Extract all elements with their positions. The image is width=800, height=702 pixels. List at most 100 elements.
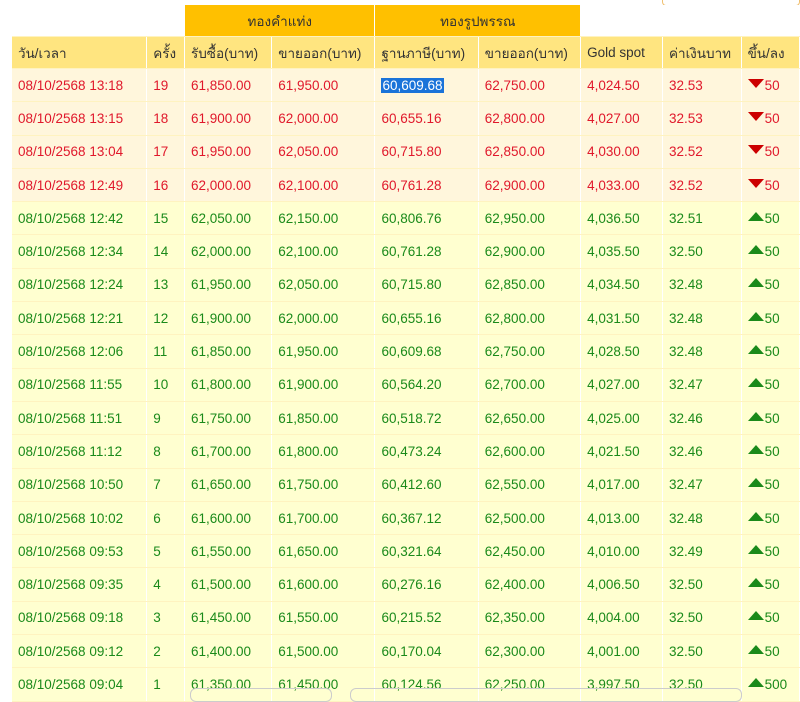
bar-sell-value: 62,050.00 (278, 277, 339, 293)
table-row: 08/10/2568 11:12 8 61,700.00 61,800.00 60,47… (12, 434, 800, 469)
cell-gold-spot: 4,025.00 (580, 401, 663, 436)
cell-thb-rate: 32.53 (662, 101, 742, 136)
gold-spot-value: 4,004.00 (587, 610, 640, 626)
change-value: 50 (764, 477, 780, 493)
cell-change: 50 (741, 634, 800, 669)
gold-spot-value: 4,027.00 (587, 377, 640, 393)
cell-datetime: 08/10/2568 09:12 (12, 634, 148, 669)
cell-thb-rate: 32.46 (662, 401, 742, 436)
cell-bar-sell: 62,150.00 (271, 201, 376, 236)
cell-datetime: 08/10/2568 13:04 (12, 135, 148, 169)
cell-bar-sell: 61,650.00 (271, 534, 376, 569)
cell-gold-spot: 4,021.50 (580, 434, 663, 469)
cell-ornament-sell: 62,600.00 (478, 434, 582, 469)
cell-ornament-tax-base: 60,609.68 (374, 68, 479, 103)
bar-sell-value: 61,500.00 (278, 643, 339, 659)
arrow-up-icon (747, 278, 764, 288)
bar-buy-value: 62,000.00 (190, 177, 252, 193)
datetime-value: 08/10/2568 11:12 (18, 443, 123, 459)
change-value: 50 (764, 610, 780, 626)
change-value: 50 (764, 410, 780, 426)
datetime-value: 08/10/2568 12:24 (18, 277, 124, 293)
bar-sell-value: 61,950.00 (278, 77, 339, 93)
cell-round: 15 (146, 201, 185, 236)
round-value: 19 (153, 77, 169, 93)
bar-sell-value: 61,900.00 (278, 377, 339, 393)
cell-bar-buy: 61,400.00 (184, 634, 273, 669)
cell-thb-rate: 32.52 (662, 135, 742, 169)
cell-datetime: 08/10/2568 11:55 (12, 368, 148, 402)
cell-ornament-sell: 62,550.00 (478, 468, 582, 502)
ornament-sell-value: 62,750.00 (484, 344, 545, 360)
cell-thb-rate: 32.50 (662, 634, 742, 669)
bar-sell-value: 61,700.00 (278, 510, 339, 526)
cell-ornament-sell: 62,350.00 (478, 601, 582, 636)
ornament-tax-base-value: 60,412.60 (381, 477, 442, 493)
gold-spot-value: 4,033.00 (587, 177, 640, 193)
cell-thb-rate: 32.49 (662, 534, 742, 569)
cell-ornament-tax-base: 60,321.64 (374, 534, 479, 569)
cell-bar-buy: 62,000.00 (184, 234, 273, 269)
ornament-sell-value: 62,900.00 (484, 244, 545, 260)
round-value: 17 (153, 144, 169, 160)
header-round: ครั้ง (146, 36, 185, 69)
cell-gold-spot: 4,027.00 (580, 101, 663, 136)
bar-buy-value: 61,600.00 (190, 510, 252, 526)
cell-gold-spot: 4,031.50 (580, 301, 663, 336)
cell-datetime: 08/10/2568 09:04 (12, 667, 148, 702)
gold-price-table: ทองคำแท่ง ทองรูปพรรณ วัน/เวลา ครั้ง รับซ… (12, 5, 800, 702)
gold-spot-value: 4,030.00 (587, 144, 640, 160)
pagination-controls[interactable] (190, 688, 750, 702)
arrow-up-icon (747, 444, 764, 454)
cell-change: 50 (741, 601, 800, 636)
gold-spot-value: 4,001.00 (587, 643, 640, 659)
round-value: 10 (153, 377, 169, 393)
cell-gold-spot: 4,010.00 (580, 534, 663, 569)
cell-bar-buy: 61,650.00 (184, 468, 273, 502)
cell-gold-spot: 4,027.00 (580, 368, 663, 402)
arrow-up-icon (747, 245, 764, 255)
cell-gold-spot: 4,001.00 (580, 634, 663, 669)
table-row: 08/10/2568 13:15 18 61,900.00 62,000.00 60,6… (12, 101, 800, 136)
cell-thb-rate: 32.50 (662, 601, 742, 636)
ornament-tax-base-value: 60,761.28 (381, 244, 442, 260)
ornament-tax-base-value: 60,609.68 (381, 344, 442, 360)
round-value: 14 (153, 244, 169, 260)
bar-buy-value: 61,950.00 (190, 144, 252, 160)
cell-bar-buy: 61,900.00 (184, 301, 273, 336)
cell-thb-rate: 32.53 (662, 68, 742, 103)
cell-ornament-tax-base: 60,367.12 (374, 501, 479, 536)
ornament-tax-base-value: 60,609.68 (381, 77, 444, 93)
ornament-sell-value: 62,600.00 (484, 443, 545, 459)
cell-ornament-tax-base: 60,655.16 (374, 301, 479, 336)
table-row: 08/10/2568 12:21 12 61,900.00 62,000.00 60,6… (12, 301, 800, 336)
bar-sell-value: 61,550.00 (278, 610, 339, 626)
cell-change: 50 (741, 135, 800, 169)
change-value: 50 (764, 510, 780, 526)
cell-ornament-sell: 62,750.00 (478, 334, 582, 369)
cell-change: 50 (741, 101, 800, 136)
bar-sell-value: 62,150.00 (278, 210, 339, 226)
datetime-value: 08/10/2568 12:21 (18, 310, 124, 326)
bar-buy-value: 61,550.00 (190, 543, 252, 559)
arrow-up-icon (747, 345, 764, 355)
cell-ornament-sell: 62,500.00 (478, 501, 582, 536)
cell-ornament-tax-base: 60,715.80 (374, 268, 479, 303)
cell-ornament-sell: 62,700.00 (478, 368, 582, 402)
ornament-tax-base-value: 60,761.28 (381, 177, 442, 193)
cell-change: 50 (741, 168, 800, 203)
table-row: 08/10/2568 12:49 16 62,000.00 62,100.00 60,7… (12, 168, 800, 203)
cell-bar-buy: 61,850.00 (184, 68, 273, 103)
cell-gold-spot: 4,033.00 (580, 168, 663, 203)
change-value: 50 (764, 177, 780, 193)
cell-ornament-sell: 62,450.00 (478, 534, 582, 569)
gold-spot-value: 4,017.00 (587, 477, 640, 493)
ornament-tax-base-value: 60,715.80 (381, 277, 442, 293)
ornament-sell-value: 62,900.00 (484, 177, 545, 193)
cell-round: 2 (146, 634, 185, 669)
bar-sell-value: 61,950.00 (278, 344, 339, 360)
header-bar-buy: รับซื้อ(บาท) (184, 36, 273, 69)
arrow-down-icon (747, 178, 764, 188)
group-gold-ornament: ทองรูปพรรณ (374, 5, 582, 37)
cell-bar-buy: 61,500.00 (184, 567, 273, 602)
